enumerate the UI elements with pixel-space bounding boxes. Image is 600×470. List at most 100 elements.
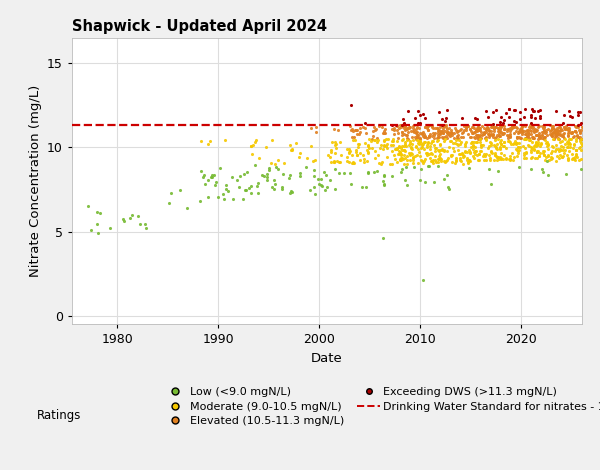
Point: [416, 139, 425, 147]
Point: [541, 133, 550, 141]
Point: [515, 115, 524, 123]
Point: [538, 128, 548, 135]
Point: [434, 133, 444, 141]
Point: [119, 215, 128, 223]
Point: [286, 147, 296, 154]
Point: [436, 156, 446, 163]
Point: [479, 128, 489, 136]
Point: [544, 146, 553, 153]
Point: [345, 170, 355, 177]
Point: [400, 146, 409, 153]
Point: [494, 156, 503, 163]
Point: [538, 165, 547, 172]
Point: [408, 123, 418, 130]
Point: [428, 150, 437, 157]
Point: [511, 118, 520, 125]
Point: [274, 165, 283, 172]
Point: [423, 126, 433, 134]
Point: [454, 131, 463, 138]
Point: [420, 179, 430, 186]
Point: [485, 138, 495, 145]
Point: [270, 160, 280, 167]
Point: [309, 166, 319, 173]
Point: [564, 126, 574, 133]
Point: [235, 172, 245, 179]
Point: [491, 133, 501, 141]
Point: [347, 126, 356, 133]
Point: [379, 172, 389, 179]
Point: [535, 134, 545, 141]
Point: [457, 133, 466, 141]
Point: [538, 122, 547, 129]
Point: [397, 165, 407, 172]
Point: [513, 143, 523, 151]
Point: [474, 134, 484, 142]
Point: [565, 124, 574, 131]
Point: [424, 122, 433, 130]
Point: [370, 136, 380, 143]
Point: [389, 151, 398, 159]
Point: [495, 124, 505, 132]
Point: [351, 146, 361, 154]
Point: [493, 145, 502, 153]
Point: [427, 137, 437, 145]
Point: [496, 123, 506, 130]
Point: [573, 123, 583, 130]
Point: [478, 130, 487, 138]
Point: [464, 147, 474, 154]
Point: [494, 126, 504, 134]
Point: [398, 156, 408, 163]
Point: [301, 164, 310, 171]
Point: [402, 132, 412, 139]
Point: [551, 129, 560, 137]
Point: [535, 149, 545, 157]
Point: [451, 159, 460, 166]
Point: [434, 155, 444, 163]
Point: [371, 125, 380, 133]
Point: [445, 129, 454, 136]
Point: [377, 141, 386, 149]
Point: [517, 126, 527, 134]
Point: [413, 119, 422, 126]
Point: [476, 147, 485, 155]
Point: [135, 220, 145, 228]
Point: [547, 122, 557, 129]
Point: [521, 131, 531, 138]
Point: [458, 152, 468, 159]
Point: [446, 138, 456, 145]
Point: [492, 153, 502, 161]
Point: [568, 150, 577, 157]
Point: [572, 131, 582, 139]
Point: [431, 152, 440, 159]
Point: [419, 139, 429, 146]
Point: [448, 158, 457, 165]
Point: [432, 124, 442, 132]
Point: [474, 126, 484, 134]
Point: [481, 136, 491, 143]
Point: [419, 277, 428, 284]
Point: [412, 133, 422, 141]
Point: [547, 149, 556, 157]
Point: [311, 124, 321, 131]
Point: [475, 150, 484, 157]
Point: [470, 134, 479, 142]
Point: [436, 128, 446, 136]
Point: [374, 159, 383, 166]
Point: [119, 218, 128, 225]
Point: [208, 172, 217, 179]
Point: [565, 136, 574, 143]
Point: [402, 137, 412, 144]
Point: [553, 135, 562, 143]
Point: [329, 158, 338, 166]
Point: [472, 127, 481, 135]
Point: [287, 146, 296, 154]
Point: [439, 175, 449, 183]
Point: [396, 169, 406, 176]
Point: [537, 131, 547, 138]
Point: [467, 138, 477, 146]
Point: [498, 119, 508, 127]
Point: [569, 140, 578, 148]
Point: [573, 108, 583, 116]
Point: [539, 134, 548, 142]
Point: [378, 146, 388, 153]
